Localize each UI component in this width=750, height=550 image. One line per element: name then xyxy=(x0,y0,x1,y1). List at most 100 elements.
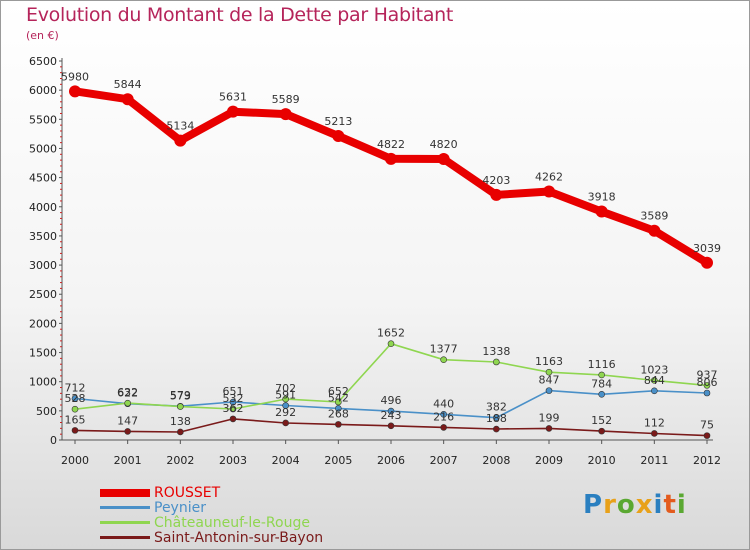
data-point-saint-antonin-sur-bayon xyxy=(124,428,131,435)
legend-label: ROUSSET xyxy=(154,485,221,501)
y-tick-label: 6000 xyxy=(29,84,57,97)
x-tick-label: 2000 xyxy=(61,454,89,467)
logo-letter: t xyxy=(663,490,677,520)
x-tick-label: 2004 xyxy=(272,454,300,467)
data-label-saint-antonin-sur-bayon: 75 xyxy=(700,419,714,432)
data-label-rousset: 5134 xyxy=(166,120,194,133)
data-label-saint-antonin-sur-bayon: 188 xyxy=(486,412,507,425)
legend-item-saint-antonin-sur-bayon: Saint-Antonin-sur-Bayon xyxy=(100,530,400,546)
data-point-peynier xyxy=(71,395,79,402)
logo-letter: i xyxy=(676,490,687,520)
data-label-saint-antonin-sur-bayon: 362 xyxy=(223,402,244,415)
data-point-saint-antonin-sur-bayon xyxy=(387,422,395,430)
data-point-rousset xyxy=(332,130,345,143)
data-label-rousset: 4262 xyxy=(535,170,563,183)
data-label-ch-teauneuf-le-rouge: 632 xyxy=(117,386,138,399)
data-point-rousset xyxy=(279,108,292,121)
legend-label: Saint-Antonin-sur-Bayon xyxy=(154,530,324,546)
data-point-peynier xyxy=(545,387,553,394)
data-point-saint-antonin-sur-bayon xyxy=(440,424,447,431)
y-tick-label: 5000 xyxy=(29,142,57,155)
data-label-peynier: 712 xyxy=(65,381,86,394)
data-label-ch-teauneuf-le-rouge: 937 xyxy=(697,368,718,381)
data-point-rousset xyxy=(490,188,503,201)
data-point-ch-teauneuf-le-rouge xyxy=(177,403,184,410)
data-point-peynier xyxy=(493,414,500,422)
data-point-saint-antonin-sur-bayon xyxy=(71,427,79,434)
data-label-rousset: 5844 xyxy=(114,78,142,91)
data-point-rousset xyxy=(227,105,239,118)
x-tick-label: 2007 xyxy=(430,454,458,467)
data-point-ch-teauneuf-le-rouge xyxy=(651,377,658,384)
y-tick-label: 6500 xyxy=(29,55,57,68)
data-label-peynier: 440 xyxy=(433,397,454,410)
data-label-saint-antonin-sur-bayon: 138 xyxy=(170,415,191,428)
data-point-saint-antonin-sur-bayon xyxy=(229,415,237,423)
x-tick-label: 2008 xyxy=(482,454,510,467)
data-label-ch-teauneuf-le-rouge: 528 xyxy=(65,392,86,405)
data-label-ch-teauneuf-le-rouge: 573 xyxy=(170,390,191,403)
data-point-ch-teauneuf-le-rouge xyxy=(493,358,500,366)
data-point-saint-antonin-sur-bayon xyxy=(651,430,658,437)
data-point-ch-teauneuf-le-rouge xyxy=(71,405,79,413)
data-point-peynier xyxy=(703,389,711,397)
data-label-peynier: 579 xyxy=(170,389,191,402)
data-label-saint-antonin-sur-bayon: 243 xyxy=(381,409,402,422)
legend-swatch xyxy=(100,536,150,539)
data-label-ch-teauneuf-le-rouge: 532 xyxy=(223,392,244,405)
data-label-peynier: 844 xyxy=(644,374,665,387)
data-label-saint-antonin-sur-bayon: 165 xyxy=(65,413,86,426)
legend-label: Peynier xyxy=(154,500,206,516)
data-point-saint-antonin-sur-bayon xyxy=(493,425,500,433)
data-label-rousset: 3039 xyxy=(693,242,721,255)
y-tick-label: 1000 xyxy=(29,376,57,389)
legend-swatch xyxy=(100,489,150,497)
legend-swatch xyxy=(100,506,150,509)
y-tick-label: 5500 xyxy=(29,113,57,126)
legend-label: Châteauneuf-le-Rouge xyxy=(154,515,310,531)
x-tick-label: 2006 xyxy=(377,454,405,467)
data-point-rousset xyxy=(543,185,555,198)
data-label-rousset: 5631 xyxy=(219,91,247,104)
series-lines xyxy=(69,85,713,439)
data-point-peynier xyxy=(387,407,395,415)
data-label-saint-antonin-sur-bayon: 199 xyxy=(539,411,560,424)
data-label-ch-teauneuf-le-rouge: 1652 xyxy=(377,327,405,340)
data-point-ch-teauneuf-le-rouge xyxy=(440,356,447,364)
data-label-rousset: 4820 xyxy=(430,138,458,151)
data-label-ch-teauneuf-le-rouge: 1163 xyxy=(535,355,563,368)
data-label-peynier: 806 xyxy=(697,376,718,389)
data-point-rousset xyxy=(385,152,397,165)
data-point-rousset xyxy=(121,93,134,106)
legend-swatch xyxy=(100,521,150,524)
data-label-peynier: 542 xyxy=(328,391,349,404)
data-point-peynier xyxy=(282,402,289,409)
x-tick-label: 2009 xyxy=(535,454,563,467)
series-line-rousset xyxy=(71,87,711,267)
data-label-peynier: 651 xyxy=(223,385,244,398)
y-tick-label: 4500 xyxy=(29,172,57,185)
data-point-peynier xyxy=(229,398,237,406)
data-label-ch-teauneuf-le-rouge: 652 xyxy=(328,385,349,398)
legend-item-ch-teauneuf-le-rouge: Châteauneuf-le-Rouge xyxy=(100,515,400,531)
data-label-peynier: 784 xyxy=(591,377,612,390)
data-point-saint-antonin-sur-bayon xyxy=(598,427,605,435)
data-point-ch-teauneuf-le-rouge xyxy=(703,382,711,389)
data-label-peynier: 496 xyxy=(381,394,402,407)
data-point-saint-antonin-sur-bayon xyxy=(282,419,289,427)
x-tick-label: 2011 xyxy=(640,454,668,467)
x-axis: 2000 2001 2002 2003 2004 2005 2006 2007 2008 2009… xyxy=(61,439,721,467)
data-point-rousset xyxy=(648,224,661,237)
data-label-rousset: 5213 xyxy=(324,115,352,128)
y-tick-label: 3500 xyxy=(29,230,57,243)
logo-letter: i xyxy=(653,490,664,520)
data-label-ch-teauneuf-le-rouge: 1023 xyxy=(640,363,668,376)
logo-letter: P xyxy=(583,490,604,520)
data-point-ch-teauneuf-le-rouge xyxy=(387,340,395,347)
data-point-saint-antonin-sur-bayon xyxy=(177,428,184,436)
legend-item-peynier: Peynier xyxy=(100,500,400,516)
data-label-ch-teauneuf-le-rouge: 1377 xyxy=(430,343,458,356)
data-label-rousset: 4822 xyxy=(377,138,405,151)
data-point-saint-antonin-sur-bayon xyxy=(703,432,711,439)
